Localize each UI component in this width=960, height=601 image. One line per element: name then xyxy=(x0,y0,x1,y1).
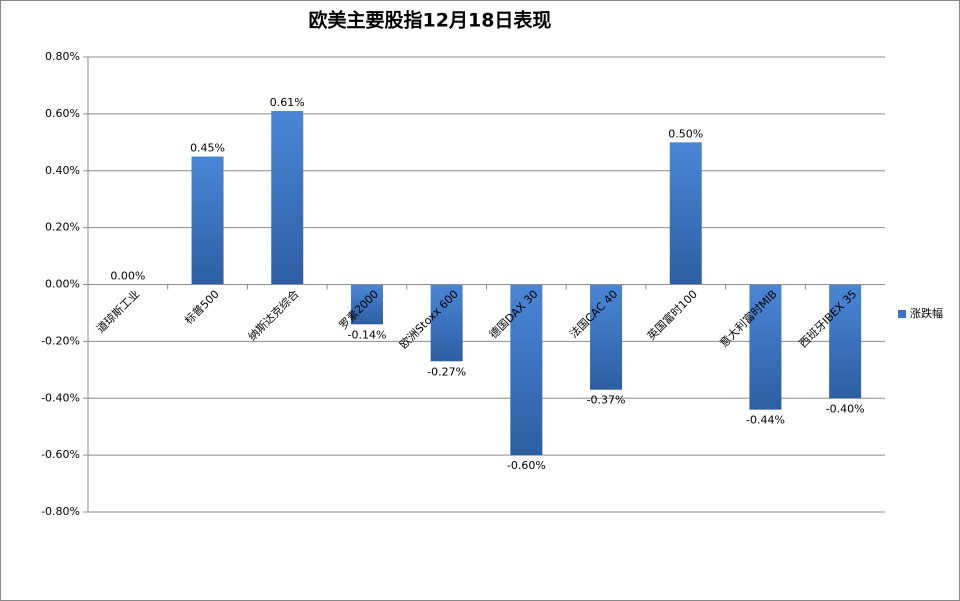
bar xyxy=(430,284,463,362)
data-label: -0.14% xyxy=(347,328,386,341)
bar xyxy=(669,142,702,285)
data-label: 0.00% xyxy=(110,270,145,283)
y-tick-label: -0.20% xyxy=(41,334,80,347)
data-label: 0.61% xyxy=(270,96,305,109)
bar xyxy=(829,284,862,399)
bar xyxy=(271,111,304,285)
legend-swatch xyxy=(898,310,906,318)
bar xyxy=(191,156,224,285)
data-label: 0.45% xyxy=(190,142,225,155)
bar xyxy=(350,284,383,325)
y-tick-label: -0.60% xyxy=(41,448,80,461)
data-label: -0.27% xyxy=(427,365,466,378)
y-tick-label: 0.80% xyxy=(45,50,80,63)
legend-label: 涨跌幅 xyxy=(910,306,943,320)
data-label: -0.44% xyxy=(746,414,785,427)
data-label: 0.50% xyxy=(668,127,703,140)
y-tick-label: 0.00% xyxy=(45,278,80,291)
y-tick-label: -0.80% xyxy=(41,505,80,518)
y-tick-label: 0.60% xyxy=(45,107,80,120)
data-label: -0.37% xyxy=(587,394,626,407)
bar xyxy=(749,284,782,410)
data-label: -0.40% xyxy=(826,402,865,415)
bar xyxy=(510,284,543,456)
chart-title: 欧美主要股指12月18日表现 xyxy=(309,9,552,32)
bar xyxy=(590,284,623,390)
y-tick-label: 0.40% xyxy=(45,164,80,177)
data-label: -0.60% xyxy=(507,459,546,472)
y-tick-label: 0.20% xyxy=(45,221,80,234)
y-tick-label: -0.40% xyxy=(41,391,80,404)
